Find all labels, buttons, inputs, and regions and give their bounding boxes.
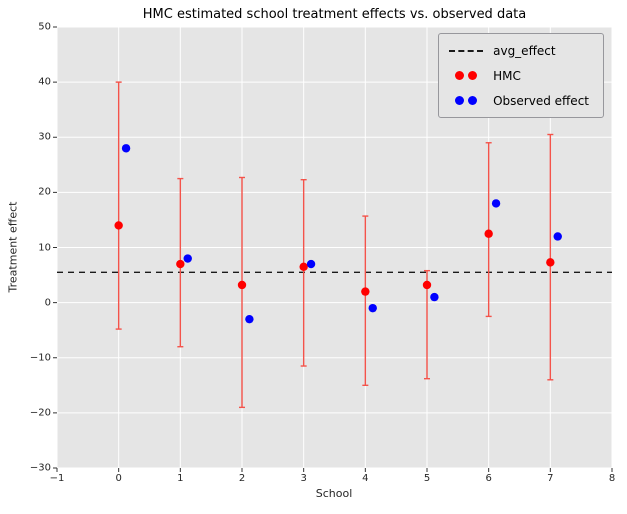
y-tick-label: 50	[38, 21, 51, 33]
observed-point	[121, 144, 131, 153]
x-tick-label: 2	[238, 473, 246, 484]
observed-point	[368, 303, 377, 313]
chart-title: HMC estimated school treatment effects v…	[142, 7, 527, 22]
x-tick-label: 6	[485, 473, 492, 484]
legend-label-avg-effect: avg_effect	[493, 43, 556, 58]
y-tick-label: 10	[38, 242, 51, 253]
y-tick-label: 40	[38, 76, 51, 88]
legend-item-observed: Observed effect	[449, 92, 589, 109]
legend-item-avg-effect: avg_effect	[449, 42, 589, 59]
red-dots-icon	[449, 71, 483, 80]
x-tick-label: 7	[547, 473, 554, 484]
legend: avg_effect HMC Observed effect	[438, 33, 604, 118]
hmc-point	[114, 221, 123, 230]
y-tick-label: 20	[38, 186, 51, 198]
y-tick-label: −10	[29, 352, 51, 364]
x-tick-label: 3	[300, 473, 307, 484]
hmc-point	[176, 259, 185, 269]
observed-point	[245, 314, 254, 324]
observed-point	[491, 199, 501, 208]
y-tick-label: −20	[29, 407, 51, 419]
observed-point	[430, 292, 439, 302]
y-tick-label: 30	[38, 131, 51, 143]
dashed-line-icon	[449, 49, 484, 52]
observed-point	[553, 232, 562, 241]
legend-label-observed: Observed effect	[493, 93, 589, 108]
x-tick-label: 8	[608, 473, 616, 484]
x-tick-label: 0	[115, 473, 122, 484]
legend-label-hmc: HMC	[493, 68, 521, 83]
plot-canvas	[53, 26, 613, 472]
observed-point	[306, 259, 316, 269]
y-tick-label: 0	[44, 297, 51, 309]
hmc-point	[237, 280, 247, 290]
blue-dots-icon	[449, 96, 483, 105]
plot-panel: avg_effect HMC Observed effect	[53, 26, 613, 472]
hmc-point	[299, 262, 308, 271]
hmc-point	[484, 229, 493, 238]
hmc-point	[422, 280, 432, 290]
observed-point	[183, 254, 192, 263]
y-axis-label: Treatment effect	[6, 201, 20, 293]
hmc-point	[546, 258, 555, 267]
hmc-point	[361, 287, 370, 296]
legend-item-hmc: HMC	[449, 67, 589, 84]
x-tick-label: 1	[177, 473, 184, 484]
x-tick-label: −1	[49, 473, 65, 484]
y-tick-label: −30	[29, 462, 51, 474]
x-tick-label: 4	[362, 473, 369, 484]
x-tick-label: 5	[423, 473, 431, 484]
x-axis-label: School	[315, 487, 353, 500]
